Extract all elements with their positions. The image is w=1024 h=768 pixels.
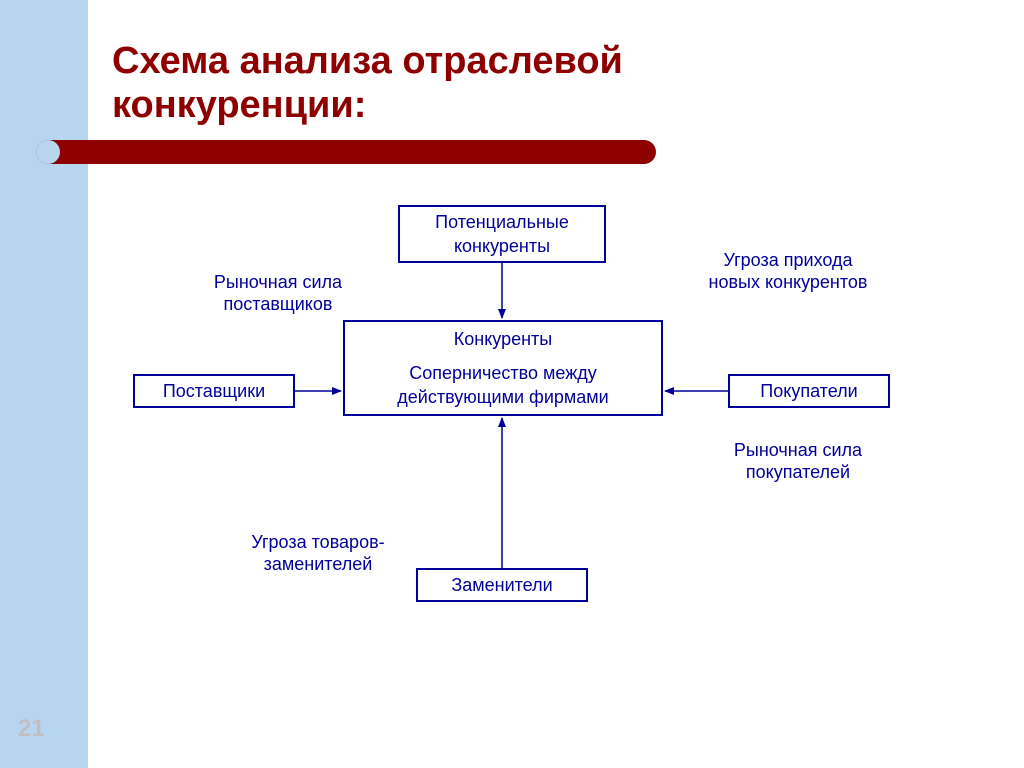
title-underline-dot — [36, 140, 60, 164]
label-substitute_threat-line-1: заменителей — [208, 554, 428, 576]
label-supplier_power-line-1: поставщиков — [168, 294, 388, 316]
label-buyer_power: Рыночная силапокупателей — [688, 440, 908, 483]
label-buyer_power-line-1: покупателей — [688, 462, 908, 484]
node-center: Конкуренты Соперничество междудействующим… — [343, 320, 663, 416]
node-left-line-0: Поставщики — [163, 379, 265, 403]
node-center-line-2: действующими фирмами — [397, 385, 608, 409]
label-substitute_threat-line-0: Угроза товаров- — [208, 532, 428, 554]
label-newcomer_threat-line-0: Угроза прихода — [668, 250, 908, 272]
label-supplier_power-line-0: Рыночная сила — [168, 272, 388, 294]
node-top-line-1: конкуренты — [454, 234, 550, 258]
node-left: Поставщики — [133, 374, 295, 408]
label-substitute_threat: Угроза товаров-заменителей — [208, 532, 428, 575]
slide-number: 21 — [18, 715, 45, 743]
sidebar-accent — [0, 0, 88, 768]
node-bottom-line-0: Заменители — [451, 573, 552, 597]
node-bottom: Заменители — [416, 568, 588, 602]
title-underline-bar — [36, 140, 656, 164]
label-newcomer_threat-line-1: новых конкурентов — [668, 272, 908, 294]
node-right: Покупатели — [728, 374, 890, 408]
label-supplier_power: Рыночная силапоставщиков — [168, 272, 388, 315]
five-forces-diagram: Потенциальныеконкуренты Конкуренты Соперни… — [88, 180, 1024, 740]
node-top: Потенциальныеконкуренты — [398, 205, 606, 263]
label-newcomer_threat: Угроза приходановых конкурентов — [668, 250, 908, 293]
node-right-line-0: Покупатели — [760, 379, 857, 403]
node-center-line-0: Конкуренты — [454, 327, 552, 351]
node-center-line-1: Соперничество между — [409, 361, 597, 385]
label-buyer_power-line-0: Рыночная сила — [688, 440, 908, 462]
slide-title: Схема анализа отраслевой конкуренции: — [112, 40, 872, 127]
node-top-line-0: Потенциальные — [435, 210, 569, 234]
